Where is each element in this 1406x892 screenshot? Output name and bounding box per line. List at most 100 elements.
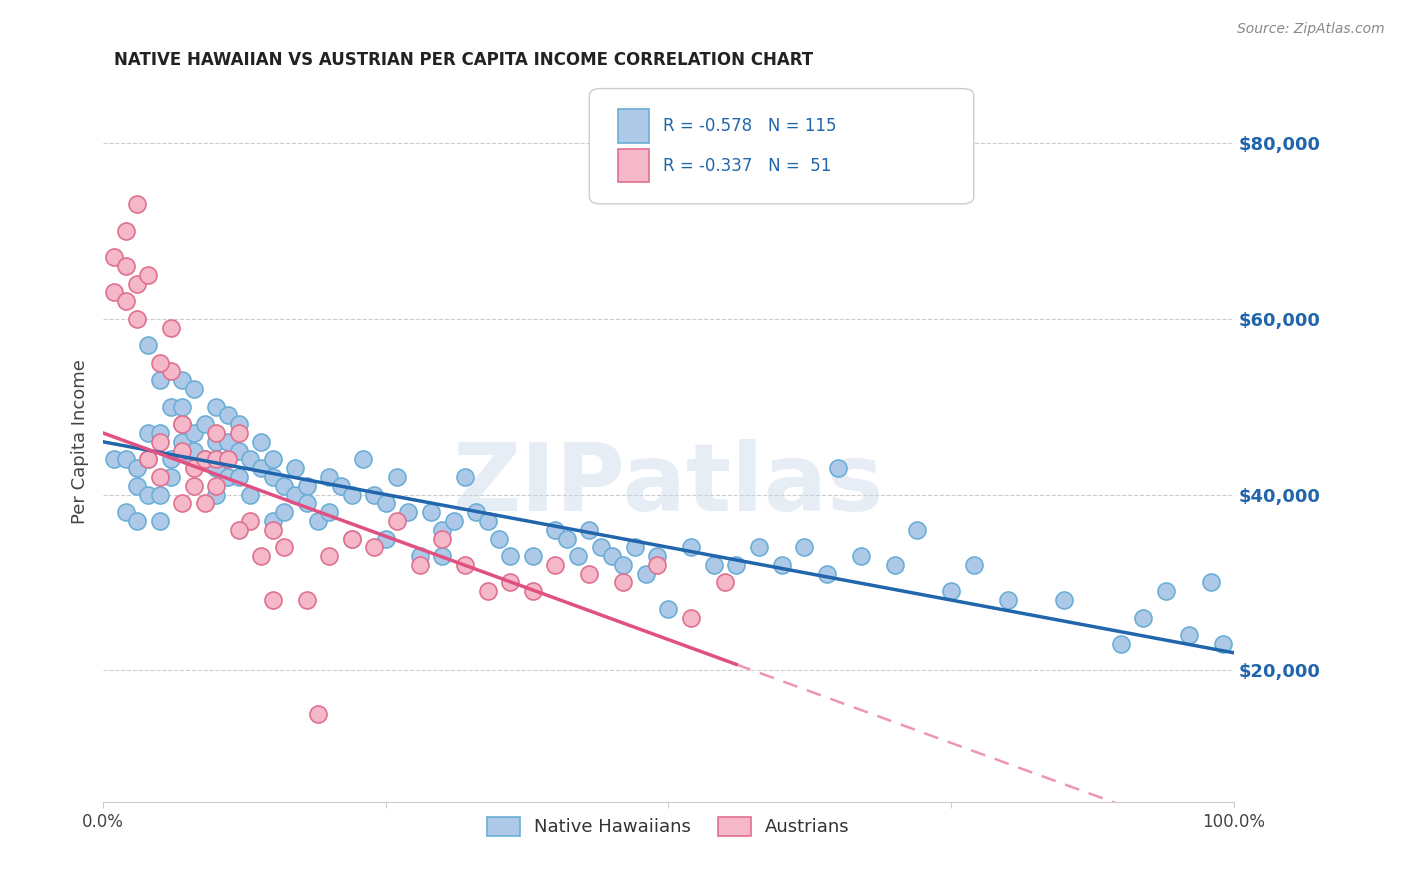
Point [183, 479, 205, 493]
Point [307, 514, 329, 528]
Point [623, 541, 645, 555]
Point [194, 417, 217, 432]
Point [239, 487, 262, 501]
Point [725, 558, 748, 572]
Point [1132, 610, 1154, 624]
Point [454, 558, 477, 572]
Point [905, 523, 928, 537]
Point [340, 532, 363, 546]
Point [589, 541, 612, 555]
Point [645, 558, 668, 572]
Point [600, 549, 623, 563]
Point [103, 250, 125, 264]
Point [318, 470, 340, 484]
Point [138, 487, 160, 501]
Point [262, 452, 284, 467]
Point [997, 593, 1019, 607]
Point [432, 532, 454, 546]
Point [318, 505, 340, 519]
Point [205, 425, 228, 440]
Point [183, 443, 205, 458]
Point [793, 541, 815, 555]
Point [770, 558, 793, 572]
Point [477, 584, 499, 599]
Point [172, 434, 194, 449]
Point [555, 532, 578, 546]
Point [1154, 584, 1177, 599]
Point [250, 434, 273, 449]
Point [205, 400, 228, 414]
Point [262, 593, 284, 607]
Point [1053, 593, 1076, 607]
Point [522, 584, 544, 599]
Point [465, 505, 488, 519]
Point [454, 470, 477, 484]
Point [318, 549, 340, 563]
Point [160, 452, 183, 467]
FancyBboxPatch shape [589, 88, 974, 204]
Point [295, 593, 318, 607]
Point [443, 514, 465, 528]
Point [544, 523, 567, 537]
Point [262, 514, 284, 528]
Point [284, 487, 307, 501]
Point [578, 566, 600, 581]
Point [634, 566, 657, 581]
Point [612, 558, 634, 572]
Point [239, 514, 262, 528]
Point [125, 479, 148, 493]
Point [125, 277, 148, 291]
Point [228, 443, 250, 458]
Point [172, 417, 194, 432]
Point [172, 496, 194, 510]
Point [138, 452, 160, 467]
Point [409, 549, 432, 563]
Point [748, 541, 770, 555]
Point [217, 409, 239, 423]
Point [103, 452, 125, 467]
Point [1177, 628, 1199, 642]
Point [114, 452, 136, 467]
Point [374, 532, 396, 546]
Point [374, 496, 396, 510]
Point [352, 452, 374, 467]
Point [250, 461, 273, 475]
Point [183, 452, 205, 467]
Point [138, 268, 160, 282]
Point [125, 461, 148, 475]
Point [114, 259, 136, 273]
Point [205, 434, 228, 449]
Point [114, 505, 136, 519]
Point [432, 523, 454, 537]
Point [183, 382, 205, 396]
Point [149, 425, 172, 440]
Point [578, 523, 600, 537]
Point [681, 541, 703, 555]
Point [963, 558, 986, 572]
Point [385, 470, 408, 484]
Point [307, 707, 329, 722]
Point [262, 523, 284, 537]
Point [149, 514, 172, 528]
Point [125, 311, 148, 326]
FancyBboxPatch shape [617, 110, 650, 143]
Point [420, 505, 443, 519]
Point [827, 461, 849, 475]
FancyBboxPatch shape [617, 149, 650, 182]
Point [149, 487, 172, 501]
Point [657, 602, 679, 616]
Text: R = -0.337   N =  51: R = -0.337 N = 51 [662, 157, 831, 175]
Point [172, 400, 194, 414]
Point [363, 487, 385, 501]
Point [138, 425, 160, 440]
Point [217, 452, 239, 467]
Point [194, 452, 217, 467]
Point [149, 356, 172, 370]
Point [149, 434, 172, 449]
Point [815, 566, 838, 581]
Point [205, 461, 228, 475]
Point [183, 425, 205, 440]
Point [499, 575, 522, 590]
Point [160, 364, 183, 378]
Point [205, 479, 228, 493]
